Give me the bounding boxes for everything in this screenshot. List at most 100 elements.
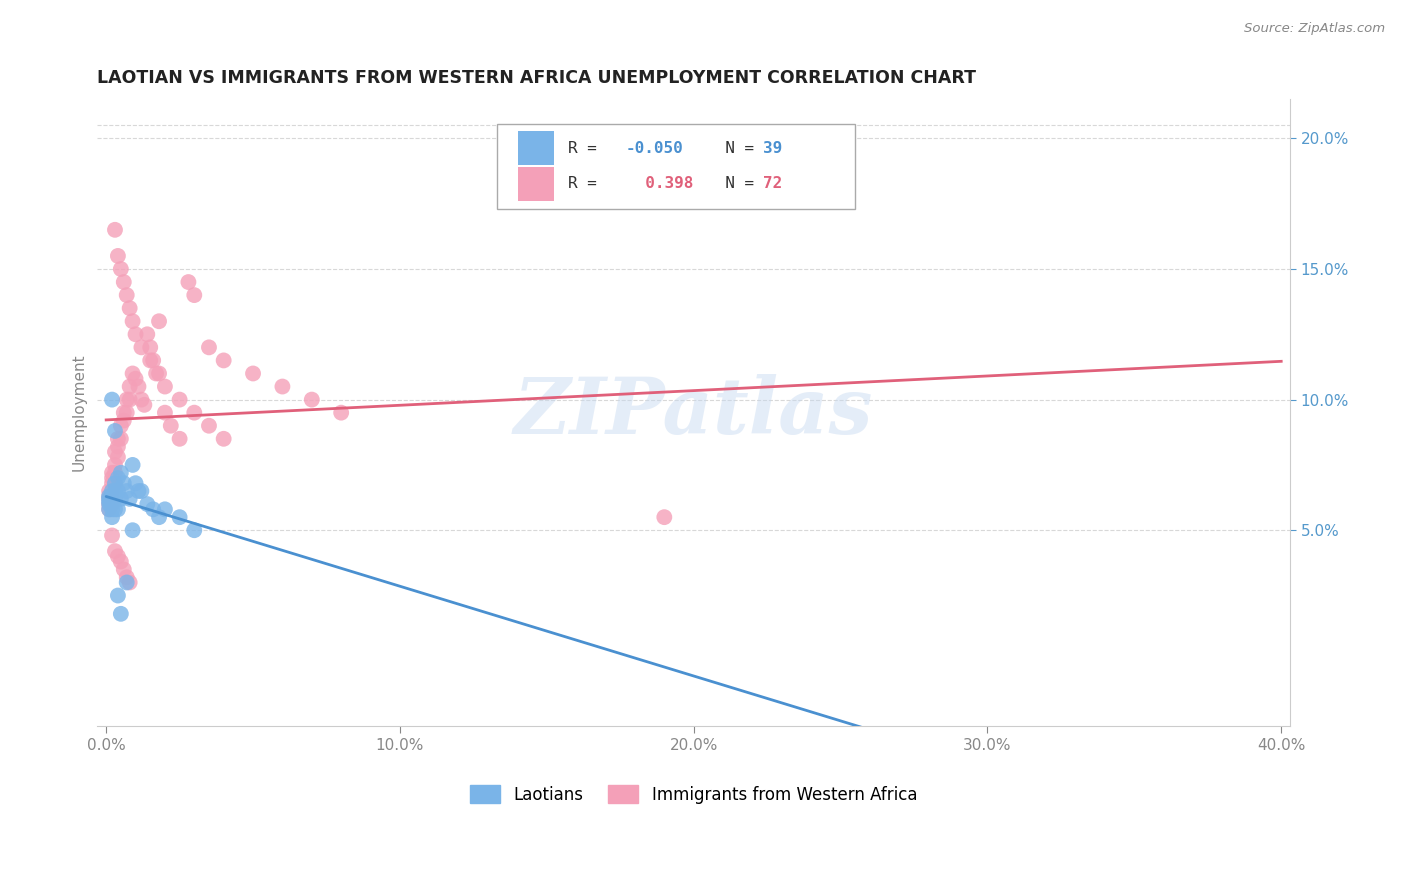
Point <box>104 483 127 498</box>
Point <box>118 575 141 590</box>
Point <box>131 483 153 498</box>
Legend: Laotians, Immigrants from Western Africa: Laotians, Immigrants from Western Africa <box>464 779 924 810</box>
Point <box>198 340 221 354</box>
Point <box>98 489 121 503</box>
Point <box>115 406 138 420</box>
Point <box>148 510 170 524</box>
Point <box>183 406 205 420</box>
Point <box>107 440 129 454</box>
Point <box>104 445 127 459</box>
Point <box>101 497 124 511</box>
Point <box>101 497 124 511</box>
Point <box>104 458 127 472</box>
Point <box>112 562 135 576</box>
Point <box>148 367 170 381</box>
Point <box>142 353 165 368</box>
Point <box>107 432 129 446</box>
Point <box>131 340 153 354</box>
Point <box>169 510 191 524</box>
Point <box>101 510 124 524</box>
Bar <box>519 131 554 165</box>
Point <box>98 489 121 503</box>
Point <box>177 275 200 289</box>
Point <box>107 483 129 498</box>
Point <box>242 367 264 381</box>
Point <box>107 471 129 485</box>
Point <box>101 483 124 498</box>
Point <box>145 367 167 381</box>
Point <box>104 476 127 491</box>
Point <box>121 314 143 328</box>
Point <box>110 432 132 446</box>
Point <box>139 353 162 368</box>
Point <box>121 367 143 381</box>
Point <box>183 288 205 302</box>
Point <box>115 392 138 407</box>
Point <box>212 432 235 446</box>
Point <box>330 406 353 420</box>
Text: R =: R = <box>568 141 607 155</box>
Point <box>110 555 132 569</box>
Point <box>101 491 124 506</box>
Point <box>301 392 323 407</box>
Point <box>153 379 176 393</box>
Point <box>101 528 124 542</box>
Point <box>131 392 153 407</box>
Point <box>98 497 121 511</box>
Text: R =: R = <box>568 177 607 191</box>
Point <box>118 379 141 393</box>
Point <box>139 340 162 354</box>
Point <box>121 458 143 472</box>
FancyBboxPatch shape <box>496 124 855 209</box>
Point <box>101 392 124 407</box>
Point <box>104 544 127 558</box>
Point <box>124 476 146 491</box>
Point <box>98 494 121 508</box>
Point <box>134 398 156 412</box>
Point <box>107 502 129 516</box>
Point <box>110 466 132 480</box>
Point <box>115 288 138 302</box>
Bar <box>519 167 554 201</box>
Point <box>110 418 132 433</box>
Point <box>98 502 121 516</box>
Point <box>153 502 176 516</box>
Point <box>118 491 141 506</box>
Point <box>101 466 124 480</box>
Text: 39: 39 <box>763 141 782 155</box>
Point <box>101 491 124 506</box>
Point <box>115 483 138 498</box>
Point <box>153 406 176 420</box>
Point <box>104 424 127 438</box>
Point <box>136 327 159 342</box>
Point <box>142 502 165 516</box>
Point <box>271 379 294 393</box>
Text: ZIPatlas: ZIPatlas <box>515 375 873 451</box>
Text: Source: ZipAtlas.com: Source: ZipAtlas.com <box>1244 22 1385 36</box>
Point <box>104 223 127 237</box>
Point <box>169 432 191 446</box>
Point <box>110 262 132 277</box>
Point <box>98 491 121 506</box>
Text: N =: N = <box>706 141 763 155</box>
Point <box>104 491 127 506</box>
Point <box>136 497 159 511</box>
Point <box>183 523 205 537</box>
Point <box>652 510 675 524</box>
Point <box>148 314 170 328</box>
Point <box>159 418 181 433</box>
Point <box>112 413 135 427</box>
Point <box>101 483 124 498</box>
Point <box>107 450 129 464</box>
Text: -0.050: -0.050 <box>626 141 683 155</box>
Y-axis label: Unemployment: Unemployment <box>72 354 86 472</box>
Point <box>127 483 149 498</box>
Point <box>124 327 146 342</box>
Point <box>127 379 149 393</box>
Point <box>107 249 129 263</box>
Text: 72: 72 <box>763 177 782 191</box>
Point <box>118 392 141 407</box>
Point <box>104 466 127 480</box>
Point <box>98 502 121 516</box>
Point <box>110 607 132 621</box>
